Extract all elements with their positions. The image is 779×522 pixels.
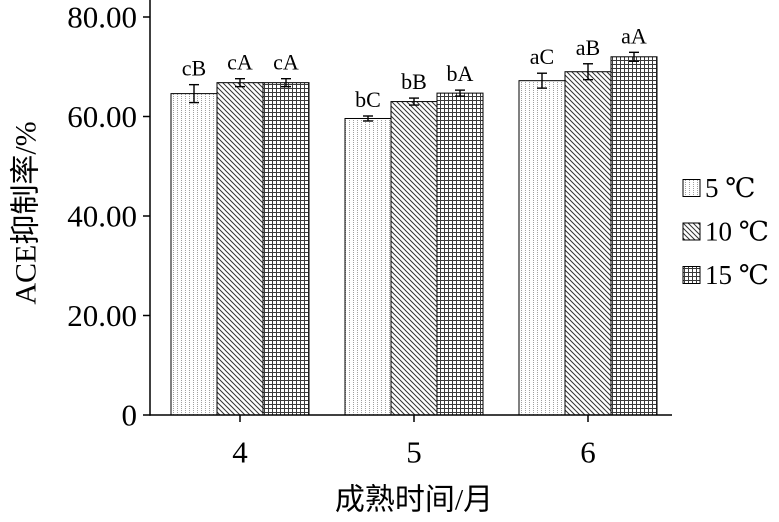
data-label-series-2-category-6: aB bbox=[576, 35, 600, 60]
error-bar-series-1-category-6 bbox=[537, 72, 547, 89]
bar-series-2-category-6 bbox=[564, 71, 612, 416]
legend-label: 15 ℃ bbox=[705, 260, 769, 290]
x-tick-label-4: 4 bbox=[232, 435, 248, 470]
x-axis-title: 成熟时间/月 bbox=[335, 484, 493, 517]
x-tick-label-6: 6 bbox=[580, 435, 596, 470]
error-bar-series-1-category-4 bbox=[189, 83, 199, 104]
legend-swatch bbox=[682, 179, 701, 197]
x-tick-label-5: 5 bbox=[406, 435, 422, 470]
x-axis-ticks: 4 5 6 bbox=[232, 415, 596, 470]
legend-item-series-3: 15 ℃ bbox=[682, 260, 769, 290]
bar-series-3-category-6 bbox=[610, 56, 658, 416]
y-tick-label-20: 20.00 bbox=[67, 298, 137, 333]
error-bars-layer bbox=[189, 51, 639, 122]
data-labels-layer: cB cA cA bC bB bA aC aB aA bbox=[182, 23, 647, 112]
y-axis-ticks: 0 20.00 40.00 60.00 80.00 bbox=[67, 0, 150, 433]
data-label-series-1-category-4: cB bbox=[182, 56, 206, 81]
y-tick-label-80: 80.00 bbox=[67, 0, 137, 35]
data-label-series-3-category-5: bA bbox=[447, 61, 474, 86]
y-axis-title: ACE抑制率/% bbox=[10, 121, 43, 304]
error-bar-series-2-category-6 bbox=[583, 63, 593, 81]
y-tick-label-60: 60.00 bbox=[67, 99, 137, 134]
error-bar-series-3-category-5 bbox=[455, 89, 465, 97]
data-label-series-3-category-6: aA bbox=[621, 23, 647, 48]
error-bar-series-2-category-5 bbox=[409, 97, 419, 106]
data-label-series-2-category-4: cA bbox=[227, 50, 253, 75]
data-label-series-2-category-5: bB bbox=[401, 69, 427, 94]
legend-label: 10 ℃ bbox=[705, 217, 769, 247]
y-tick-label-0: 0 bbox=[122, 398, 138, 433]
bar-series-2-category-4 bbox=[216, 82, 264, 416]
bar-series-1-category-5 bbox=[344, 117, 392, 416]
legend: 5 ℃ 10 ℃ 15 ℃ bbox=[682, 173, 769, 290]
error-bar-series-3-category-6 bbox=[629, 51, 639, 62]
bars-layer bbox=[170, 56, 658, 416]
legend-item-series-1: 5 ℃ bbox=[682, 173, 755, 203]
bar-series-3-category-4 bbox=[262, 82, 310, 416]
bar-series-2-category-5 bbox=[390, 101, 438, 416]
bar-series-1-category-4 bbox=[170, 93, 218, 416]
error-bar-series-2-category-4 bbox=[235, 77, 245, 88]
error-bar-series-1-category-5 bbox=[363, 115, 373, 122]
legend-label: 5 ℃ bbox=[705, 173, 755, 203]
error-bar-series-3-category-4 bbox=[281, 77, 291, 88]
data-label-series-3-category-4: cA bbox=[273, 50, 299, 75]
legend-item-series-2: 10 ℃ bbox=[682, 217, 769, 247]
data-label-series-1-category-6: aC bbox=[530, 44, 554, 69]
legend-swatch bbox=[682, 266, 701, 284]
bar-series-3-category-5 bbox=[436, 92, 484, 416]
bar-series-1-category-6 bbox=[518, 80, 566, 416]
y-tick-label-40: 40.00 bbox=[67, 199, 137, 234]
legend-swatch bbox=[682, 222, 701, 241]
data-label-series-1-category-5: bC bbox=[355, 87, 381, 112]
